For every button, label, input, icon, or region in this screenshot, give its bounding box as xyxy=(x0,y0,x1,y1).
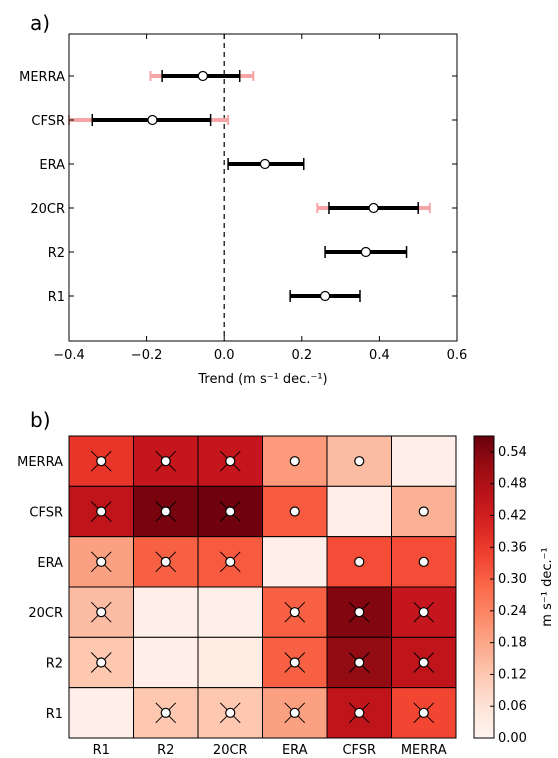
heatmap-cell xyxy=(197,636,263,689)
significance-marker xyxy=(354,456,365,467)
significance-marker xyxy=(418,657,429,668)
y-tick-label: 20CR xyxy=(28,606,63,621)
colorbar-tick-label: 0.30 xyxy=(498,572,527,587)
colorbar-tick-label: 0.12 xyxy=(498,667,527,682)
colorbar-tick-label: 0.18 xyxy=(498,636,527,651)
x-tick-label: R2 xyxy=(157,743,174,758)
x-tick-label: 0.6 xyxy=(447,348,468,363)
colorbar-tick-label: 0.24 xyxy=(498,604,527,619)
colorbar-tick-label: 0.54 xyxy=(498,445,527,460)
significance-marker xyxy=(96,657,107,668)
significance-marker xyxy=(225,456,236,467)
significance-marker xyxy=(418,506,429,517)
x-tick-label: 0.0 xyxy=(214,348,235,363)
y-tick-label: R2 xyxy=(48,246,65,261)
x-tick-label: ERA xyxy=(282,743,308,758)
x-tick-label: 0.4 xyxy=(369,348,390,363)
significance-marker xyxy=(354,607,365,618)
significance-marker xyxy=(354,657,365,668)
significance-marker xyxy=(354,556,365,567)
trend-point xyxy=(360,246,371,258)
significance-marker xyxy=(418,556,429,567)
significance-marker xyxy=(160,456,171,467)
significance-marker xyxy=(289,707,300,718)
y-tick-label: 20CR xyxy=(30,202,65,217)
x-tick-label: 0.2 xyxy=(291,348,312,363)
trend-point xyxy=(368,202,379,214)
panel-a-errorbar-chart: R1 R2 20CR ERA CFSR MERRA −0.4 −0.2 0.0 0.2 0.4 0.6… xyxy=(19,33,468,387)
colorbar-label: m s⁻¹ dec.⁻¹ xyxy=(540,547,555,626)
significance-marker xyxy=(225,707,236,718)
y-tick-label: MERRA xyxy=(17,455,63,470)
significance-marker xyxy=(96,607,107,618)
panel-b-heatmap: MERRA CFSR ERA 20CR R2 R1 R1 R2 20CR ERA CFSR MERRA xyxy=(17,435,457,758)
significance-marker xyxy=(289,607,300,618)
significance-marker xyxy=(225,556,236,567)
panel-a-label: a) xyxy=(30,11,50,35)
colorbar-tick-label: 0.42 xyxy=(498,508,527,523)
significance-marker xyxy=(96,556,107,567)
heatmap-cell xyxy=(133,636,199,689)
colorbar-tick-label: 0.00 xyxy=(498,731,527,746)
significance-marker xyxy=(418,607,429,618)
y-tick-label: ERA xyxy=(37,556,63,571)
heatmap-cell xyxy=(68,687,134,739)
x-tick-label: R1 xyxy=(93,743,110,758)
y-tick-label: R2 xyxy=(46,657,63,672)
y-tick-label: ERA xyxy=(39,158,65,173)
colorbar-bar xyxy=(473,435,495,739)
heatmap-cell xyxy=(133,586,199,638)
heatmap-cell xyxy=(197,435,263,487)
significance-marker xyxy=(289,506,300,517)
trend-point xyxy=(259,158,271,170)
significance-marker xyxy=(418,707,429,718)
colorbar: 0.00 0.06 0.12 0.18 0.24 0.30 0.36 0.42 0.48 0.54… xyxy=(473,435,555,746)
heatmap-cell xyxy=(197,586,263,638)
significance-marker xyxy=(96,456,107,467)
significance-marker xyxy=(160,506,171,517)
x-tick-label: MERRA xyxy=(401,743,447,758)
y-tick-label: MERRA xyxy=(19,70,65,85)
y-tick-label: CFSR xyxy=(31,114,65,129)
colorbar-tick-label: 0.36 xyxy=(498,540,527,555)
heatmap-cell xyxy=(326,485,392,538)
x-tick-label: −0.2 xyxy=(131,348,163,363)
x-tick-label: CFSR xyxy=(342,743,376,758)
significance-marker xyxy=(289,657,300,668)
heatmap-cell xyxy=(391,435,457,487)
heatmap-cell xyxy=(262,536,328,588)
y-tick-label: R1 xyxy=(46,707,63,722)
trend-point xyxy=(197,70,208,82)
significance-marker xyxy=(289,456,300,467)
significance-marker xyxy=(96,506,107,517)
plot-frame xyxy=(68,33,458,342)
heatmap-cell xyxy=(262,485,328,538)
x-tick-label: −0.4 xyxy=(53,348,85,363)
colorbar-tick-label: 0.48 xyxy=(498,477,527,492)
significance-marker xyxy=(354,707,365,718)
trend-point xyxy=(147,114,158,126)
colorbar-tick-label: 0.06 xyxy=(498,699,527,714)
x-tick-label: 20CR xyxy=(213,743,248,758)
trend-point xyxy=(319,290,331,302)
significance-marker xyxy=(225,506,236,517)
panel-b-label: b) xyxy=(30,408,51,432)
significance-marker xyxy=(160,707,171,718)
x-axis-label: Trend (m s⁻¹ dec.⁻¹) xyxy=(197,372,327,387)
y-tick-label: CFSR xyxy=(29,506,63,521)
significance-marker xyxy=(160,556,171,567)
y-tick-label: R1 xyxy=(48,290,65,305)
